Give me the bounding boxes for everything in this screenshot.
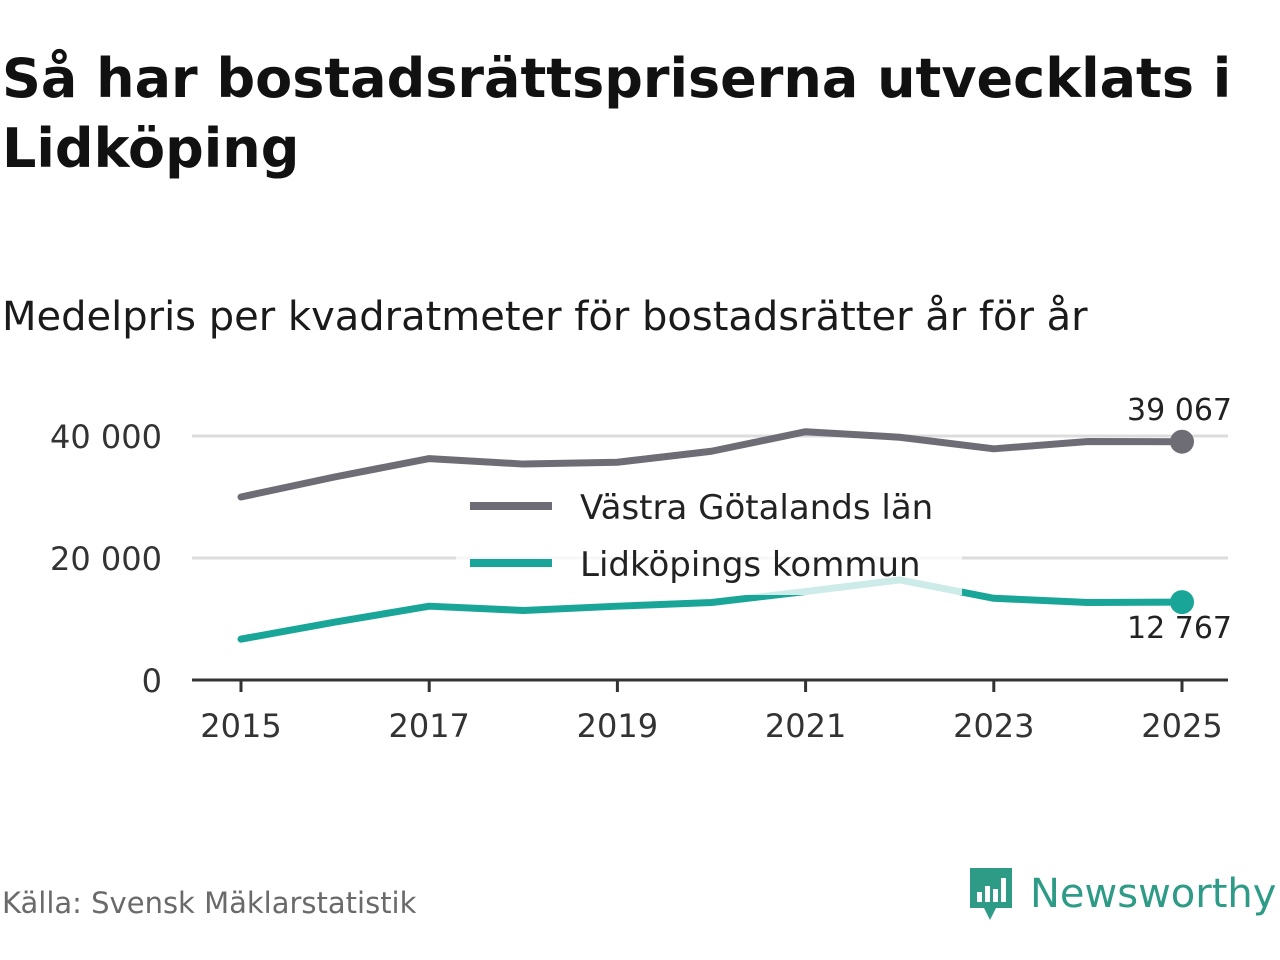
brand-name: Newsworthy bbox=[1030, 871, 1277, 917]
end-label-lidkoping: 12 767 bbox=[1127, 611, 1232, 646]
line-chart: 0 20 000 40 000 2015 2017 2019 2021 2023 2025 Vä… bbox=[50, 393, 1232, 745]
chart-subtitle: Medelpris per kvadratmeter för bostadsrä… bbox=[2, 294, 1088, 340]
x-tick-label: 2019 bbox=[577, 707, 658, 745]
x-tick-label: 2025 bbox=[1141, 707, 1222, 745]
y-tick-label: 20 000 bbox=[50, 540, 162, 578]
chart-title: Så har bostadsrättspriserna utvecklats i… bbox=[2, 47, 1232, 180]
end-label-vastra: 39 067 bbox=[1127, 393, 1232, 428]
series-layer bbox=[237, 428, 1194, 643]
newsworthy-logo-icon bbox=[970, 868, 1012, 920]
y-tick-label: 40 000 bbox=[50, 418, 162, 456]
x-tick-label: 2017 bbox=[388, 707, 469, 745]
legend-label-vastra: Västra Götalands län bbox=[580, 488, 933, 528]
legend: Västra Götalands län Lidköpings kommun bbox=[456, 475, 962, 595]
y-tick-label: 0 bbox=[142, 662, 162, 700]
legend-label-lidkoping: Lidköpings kommun bbox=[580, 545, 921, 585]
legend-backdrop bbox=[456, 475, 962, 595]
end-labels: 39 067 12 767 bbox=[1127, 393, 1232, 646]
x-tick-label: 2015 bbox=[200, 707, 281, 745]
brand-logo[interactable]: Newsworthy bbox=[966, 864, 1276, 924]
source-note: Källa: Svensk Mäklarstatistik bbox=[2, 886, 417, 920]
x-tick-label: 2021 bbox=[765, 707, 846, 745]
end-point-lidkoping bbox=[1170, 590, 1194, 615]
end-point-vastra bbox=[1170, 429, 1194, 454]
x-tick-label: 2023 bbox=[953, 707, 1034, 745]
axis-layer: 0 20 000 40 000 2015 2017 2019 2021 2023 2025 bbox=[50, 418, 1228, 745]
